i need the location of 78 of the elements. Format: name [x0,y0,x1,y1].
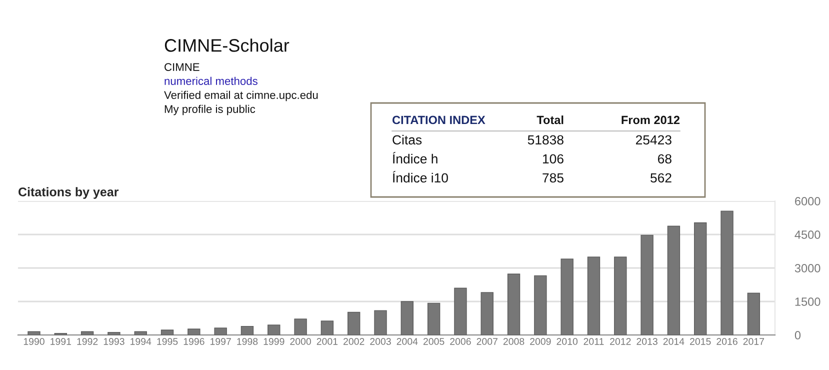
text: 785 [542,173,564,183]
bar [507,274,520,335]
x-tick-label: 2013 [636,338,658,345]
text: My profile is public [164,104,256,116]
bar [454,288,467,335]
x-tick-label: 2009 [530,338,551,345]
x-tick-label: 1997 [210,338,231,345]
text: 106 [542,154,564,164]
bar [560,258,574,335]
text: Verified email at cimne.upc.edu [164,90,318,102]
text: 25423 [636,135,672,145]
text: CITATION INDEX [392,116,486,124]
bar [694,222,707,335]
bar [160,330,174,335]
bar [480,292,494,335]
bar [534,275,547,335]
x-tick-label: 2002 [344,338,364,345]
x-tick-label: 2012 [610,338,631,345]
bar [268,324,280,335]
x-tick-label: 2007 [476,338,498,345]
x-tick-label: 1994 [130,338,152,345]
text: 562 [650,173,672,183]
x-tick-label: 2001 [316,338,338,345]
text: CIMNE [164,63,200,71]
x-tick-label: 1995 [157,338,178,345]
bar [587,256,600,335]
text: Citas [392,134,422,145]
x-tick-label: 2008 [503,338,524,345]
x-tick-label: 2006 [450,338,471,345]
text: Total [536,116,564,124]
x-tick-label: 1990 [24,338,44,345]
bar [400,301,414,335]
bar [427,302,440,335]
text: 68 [658,154,672,164]
x-tick-label: 2014 [663,338,684,345]
bar [667,226,680,335]
bar [214,328,227,335]
x-tick-label: 1999 [264,338,284,345]
x-tick-label: 2000 [290,338,311,345]
chart-title: Citations by year [18,187,119,199]
bar [108,332,120,335]
bar [374,310,387,335]
x-tick-label: 2011 [584,338,604,345]
y-tick-label: 3000 [794,264,820,272]
text: CIMNE-Scholar [164,38,290,52]
bar [320,320,334,335]
bar [134,331,147,335]
y-tick-label: 4500 [794,230,820,239]
x-tick-label: 2017 [743,338,764,345]
bar [348,312,360,335]
bar [240,326,254,335]
x-tick-label: 1993 [104,338,124,345]
text: numerical methods [164,76,258,85]
y-tick-label: 1500 [795,298,820,306]
bar [720,210,734,335]
x-tick-label: 1991 [50,338,71,345]
text: Índice h [392,152,438,164]
y-tick-label: 6000 [795,197,820,206]
bar [294,318,307,335]
bar [614,256,627,335]
x-tick-label: 2005 [423,338,444,345]
bar [188,328,200,335]
y-tick-label: 0 [794,331,801,340]
bar [747,292,760,335]
x-tick-label: 2016 [716,338,738,345]
x-tick-label: 1992 [77,338,98,345]
x-tick-label: 2010 [556,338,578,345]
bar [28,331,40,335]
x-tick-label: 2003 [370,338,391,345]
x-tick-label: 2004 [396,338,418,345]
text: Índice i10 [392,170,448,183]
bar [640,234,654,335]
text: 51838 [528,135,564,145]
x-tick-label: 1996 [184,338,204,345]
x-tick-label: 2015 [690,338,711,345]
text: From 2012 [622,116,680,124]
x-tick-label: 1998 [237,338,258,345]
bar [80,331,94,335]
